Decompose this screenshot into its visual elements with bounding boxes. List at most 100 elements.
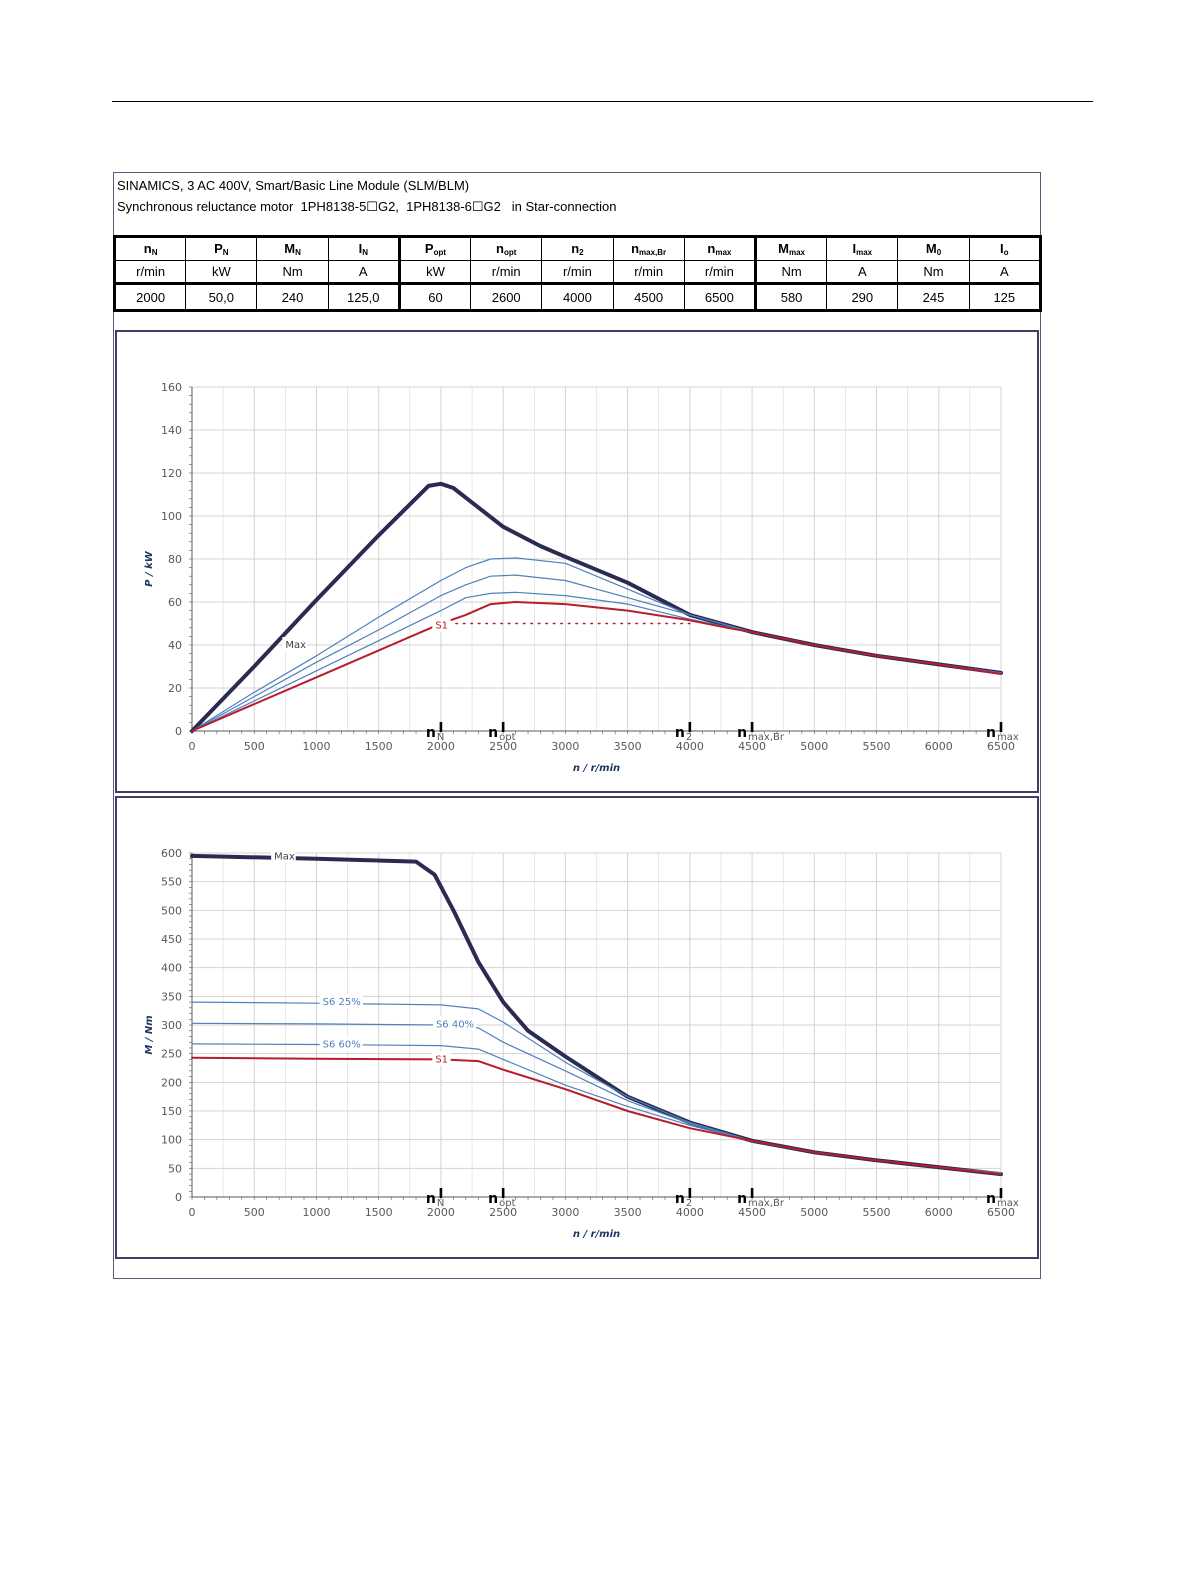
speed-marker-subscript: max [997,1198,1019,1209]
speed-marker-subscript: N [437,1198,444,1209]
spec-col-2-symbol: MN [256,235,329,261]
spec-col-7-unit: r/min [612,260,685,284]
y-tick-label: 400 [161,962,182,975]
speed-marker-label: nmax,Br [737,725,785,743]
spec-col-6-value: 4000 [541,282,614,312]
speed-marker-subscript: 2 [686,732,692,743]
y-tick-label: 120 [161,467,182,480]
speed-marker-symbol: n [488,1191,498,1207]
spec-col-11-unit: Nm [897,260,970,284]
spec-col-8-symbol: nmax [683,235,756,261]
spec-col-3-symbol: IN [327,235,400,261]
speed-marker-label: nopt [488,1191,515,1209]
header-line-1: SINAMICS, 3 AC 400V, Smart/Basic Line Mo… [117,178,470,193]
y-tick-label: 100 [161,510,182,523]
spec-col-4-value: 60 [397,282,472,312]
y-tick-label: 60 [168,596,182,609]
y-tick-label: 350 [161,990,182,1003]
spec-col-10-value: 290 [826,282,899,312]
spec-col-12-value: 125 [968,282,1043,312]
series-label: S1 [435,1054,448,1065]
power-chart: 0 500 1000 1500 2000 2500 3000 3500 4000 4500 5000… [144,381,1019,774]
spec-symbol-subscript: N [295,248,301,257]
spec-symbol: I [358,241,363,256]
spec-col-12-symbol: Io [968,235,1043,261]
speed-marker-subscript: 2 [686,1198,692,1209]
y-tick-label: 160 [161,381,182,394]
y-tick-label: 550 [161,876,182,889]
spec-col-11-symbol: M0 [897,235,970,261]
speed-marker-subscript: N [437,732,444,743]
x-tick-label: 1000 [302,1206,330,1219]
speed-marker-symbol: n [986,725,996,741]
y-tick-label: 600 [161,847,182,860]
speed-marker-label: nN [426,1191,444,1209]
spec-col-1-symbol: PN [185,235,258,261]
spec-symbol-subscript: N [222,248,229,257]
y-tick-label: 50 [168,1162,182,1175]
y-tick-label: 150 [161,1105,182,1118]
spec-symbol-subscript: max [715,248,732,257]
torque-chart-panel: 0 500 1000 1500 2000 2500 3000 3500 4000 4500 5000… [115,796,1039,1259]
spec-col-7-value: 4500 [612,282,685,312]
spec-symbol: n [143,241,152,256]
series-label-bg [271,848,296,863]
speed-marker-subscript: max,Br [748,1198,785,1209]
x-axis-label: n / r/min [573,763,620,774]
spec-col-5-symbol: nopt [470,235,543,261]
x-tick-label: 2500 [489,1206,517,1219]
spec-col-10-symbol: Imax [826,235,899,261]
spec-symbol-subscript: N [362,248,368,257]
spec-col-9-symbol: Mmax [753,235,828,261]
x-tick-label: 5500 [863,740,891,753]
x-tick-label: 6000 [925,1206,953,1219]
spec-symbol: n [707,241,716,256]
series-label-bg [319,994,363,1009]
x-tick-label: 6000 [925,740,953,753]
spec-symbol-subscript: opt [433,248,447,257]
x-tick-label: 4500 [738,740,766,753]
spec-symbol-subscript: max [856,248,873,257]
speed-marker-subscript: max [997,732,1019,743]
speed-marker-label: nmax [986,1191,1019,1209]
y-tick-label: 0 [175,725,182,738]
x-tick-label: 2500 [489,740,517,753]
spec-col-1-unit: kW [185,260,258,284]
spec-symbol: I [852,241,857,256]
speed-marker-subscript: opt [499,1198,515,1209]
spec-symbol-subscript: N [151,248,158,257]
x-tick-label: 3500 [614,1206,642,1219]
speed-marker-symbol: n [488,725,498,741]
spec-col-4-unit: kW [397,260,472,284]
spec-symbol: M [778,241,789,256]
x-tick-label: 4500 [738,1206,766,1219]
y-tick-label: 20 [168,682,182,695]
spec-col-0-symbol: nN [112,235,187,261]
x-tick-label: 2000 [427,740,455,753]
y-tick-label: 450 [161,933,182,946]
spec-col-5-value: 2600 [470,282,543,312]
spec-col-4-symbol: Popt [397,235,472,261]
spec-col-2-value: 240 [256,282,329,312]
x-tick-label: 6500 [987,1206,1015,1219]
x-tick-label: 0 [189,1206,196,1219]
spec-col-8-unit: r/min [683,260,756,284]
series-line-s1 [191,601,1002,732]
y-axis-label: M / Nm [144,1015,155,1054]
spec-table: nN PN MN IN Popt nopt n2 nmax,Br nmax Mmax Imax M0 I… [112,235,1043,312]
speed-marker-symbol: n [675,725,685,741]
spec-symbol: n [496,241,504,256]
series-label: S6 40% [436,1019,474,1030]
x-tick-label: 4000 [676,740,704,753]
torque-chart: 0 500 1000 1500 2000 2500 3000 3500 4000 4500 5000… [144,847,1019,1240]
spec-col-0-unit: r/min [112,260,187,284]
spec-symbol-subscript: o [1003,248,1009,257]
spec-symbol-subscript: opt [503,248,517,257]
speed-marker-label: n2 [675,1191,692,1209]
y-tick-label: 140 [161,424,182,437]
series-label: Max [274,851,295,862]
speed-marker-symbol: n [737,1191,747,1207]
spec-col-10-unit: A [826,260,899,284]
series-label: Max [285,640,306,651]
x-tick-label: 500 [244,1206,265,1219]
